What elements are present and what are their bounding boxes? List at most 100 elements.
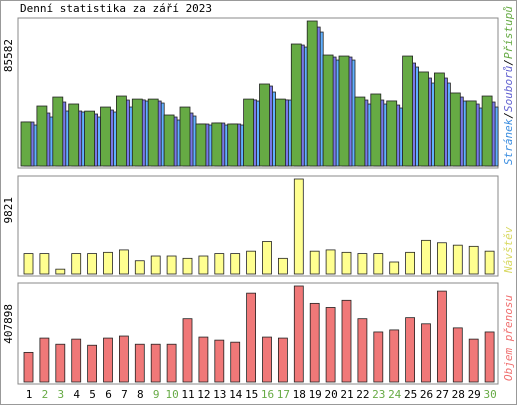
- bar: [357, 253, 368, 275]
- bar: [274, 98, 286, 167]
- bar: [39, 253, 50, 275]
- x-tick-label: 10: [165, 388, 178, 401]
- bar: [449, 92, 461, 167]
- bar: [134, 343, 145, 383]
- legend-separator: /: [502, 59, 515, 66]
- bar: [116, 95, 127, 167]
- bar: [341, 251, 352, 275]
- bar: [277, 337, 288, 383]
- bar: [103, 337, 113, 383]
- x-tick-label: 18: [293, 388, 306, 401]
- bar: [246, 250, 257, 275]
- x-tick-label: 11: [181, 388, 194, 401]
- x-tick-label: 9: [153, 388, 160, 401]
- bar: [230, 253, 241, 275]
- x-tick-label: 21: [340, 388, 353, 401]
- legend-entry: Návštěv: [502, 226, 515, 274]
- x-tick-label: 15: [245, 388, 258, 401]
- bar: [325, 307, 336, 383]
- bar: [421, 323, 431, 383]
- bar: [55, 268, 66, 275]
- bar: [293, 178, 304, 275]
- bar: [182, 257, 193, 275]
- bar: [211, 122, 223, 167]
- bar: [468, 245, 479, 275]
- legend: Návštěv: [502, 226, 515, 274]
- bar: [306, 20, 318, 167]
- bar: [433, 72, 445, 167]
- x-tick-label: 27: [436, 388, 449, 401]
- bar: [131, 98, 143, 167]
- bar: [481, 95, 493, 167]
- bar: [484, 250, 495, 275]
- chart-title: Denní statistika za září 2023: [20, 2, 212, 15]
- bar: [150, 255, 161, 275]
- bar: [20, 121, 32, 167]
- x-tick-label: 3: [57, 388, 64, 401]
- x-tick-label: 6: [105, 388, 112, 401]
- panel: [17, 282, 499, 385]
- y-tick-label: 407898: [2, 304, 15, 344]
- bar: [230, 341, 241, 383]
- bar: [119, 249, 129, 275]
- bar: [147, 98, 159, 167]
- bar: [103, 251, 113, 275]
- bar: [389, 329, 400, 383]
- bar: [421, 239, 431, 275]
- bar: [150, 343, 161, 383]
- bar: [373, 253, 384, 275]
- bar: [166, 343, 177, 383]
- bar: [405, 317, 416, 383]
- bar: [100, 106, 111, 167]
- bar: [119, 335, 129, 383]
- legend-entry: Souborů: [502, 65, 515, 112]
- x-tick-label: 8: [137, 388, 144, 401]
- bar: [402, 55, 414, 167]
- bar: [163, 114, 175, 167]
- bar: [452, 244, 463, 275]
- bar: [84, 110, 95, 167]
- bar: [436, 242, 447, 275]
- bar: [418, 71, 429, 167]
- bar: [354, 96, 366, 167]
- bar: [338, 55, 350, 167]
- bar: [322, 54, 334, 167]
- bar: [309, 302, 320, 383]
- bar: [23, 351, 34, 383]
- legend: Stránek/Souborů/Přístupů: [502, 6, 515, 165]
- x-tick-label: 16: [261, 388, 274, 401]
- bar: [465, 100, 477, 167]
- bar: [452, 327, 463, 383]
- y-tick-label: 85582: [2, 39, 15, 72]
- x-tick-label: 29: [468, 388, 481, 401]
- bar: [341, 299, 352, 383]
- bar: [468, 338, 479, 383]
- bar: [436, 290, 447, 383]
- x-tick-label: 28: [452, 388, 465, 401]
- bar: [36, 105, 48, 167]
- bar: [262, 336, 272, 383]
- x-tick-label: 22: [356, 388, 369, 401]
- bar: [198, 255, 209, 275]
- x-tick-label: 23: [372, 388, 385, 401]
- x-tick-label: 4: [73, 388, 80, 401]
- bar: [277, 257, 288, 275]
- bar: [195, 123, 207, 167]
- x-tick-label: 30: [483, 388, 496, 401]
- bar: [389, 261, 400, 275]
- bar: [227, 123, 239, 167]
- bar: [182, 318, 193, 383]
- x-tick-label: 13: [213, 388, 226, 401]
- x-tick-label: 7: [121, 388, 128, 401]
- bar: [405, 251, 416, 275]
- legend: Objem přenosu: [502, 295, 515, 381]
- x-tick-label: 24: [388, 388, 402, 401]
- legend-entry: Objem přenosu: [502, 295, 515, 381]
- legend-entry: Stránek: [502, 118, 515, 165]
- x-tick-label: 2: [42, 388, 49, 401]
- bar: [52, 96, 64, 167]
- bar: [484, 331, 495, 383]
- bar: [370, 93, 382, 167]
- x-tick-label: 19: [309, 388, 322, 401]
